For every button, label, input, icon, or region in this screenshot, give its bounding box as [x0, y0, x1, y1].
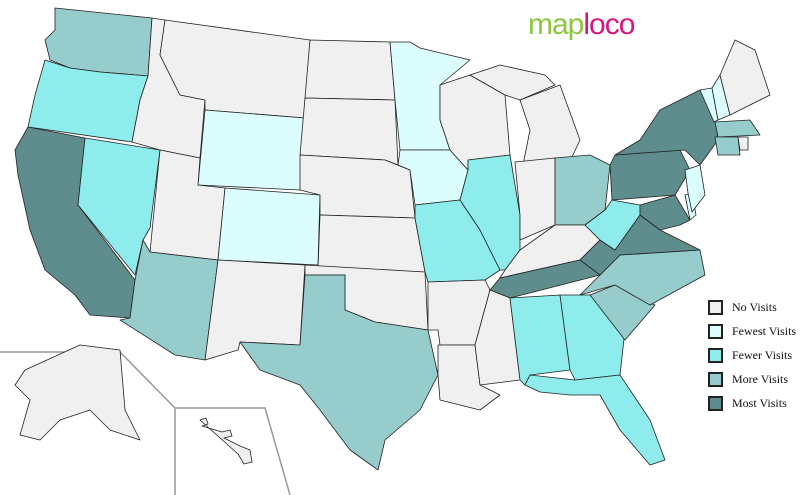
state-az[interactable] [119, 239, 219, 361]
legend-item-fewest: Fewest Visits [708, 319, 796, 343]
state-ma[interactable] [714, 119, 761, 138]
state-ak[interactable] [14, 344, 141, 441]
state-ks[interactable] [317, 214, 426, 273]
state-wy[interactable] [197, 109, 306, 191]
legend: No Visits Fewest Visits Fewer Visits More V… [708, 295, 796, 415]
state-nd[interactable] [304, 39, 396, 101]
legend-item-none: No Visits [708, 295, 796, 319]
state-hi[interactable] [199, 417, 253, 465]
state-md[interactable] [639, 194, 691, 231]
legend-swatch [708, 347, 723, 363]
hawaii-inset-border [175, 407, 291, 495]
legend-swatch [708, 323, 723, 339]
legend-label: Fewer Visits [732, 347, 793, 362]
legend-label: No Visits [732, 299, 777, 314]
legend-label: More Visits [732, 371, 789, 386]
state-mi[interactable] [469, 64, 556, 101]
state-fl[interactable] [524, 374, 666, 466]
legend-swatch [708, 371, 723, 387]
legend-swatch [708, 395, 723, 411]
state-nj[interactable] [684, 164, 706, 213]
legend-item-more: More Visits [708, 367, 796, 391]
legend-item-most: Most Visits [708, 391, 796, 415]
legend-item-fewer: Fewer Visits [708, 343, 796, 367]
state-il[interactable] [459, 154, 521, 271]
state-sd[interactable] [299, 97, 399, 166]
state-ri[interactable] [737, 136, 749, 151]
state-in[interactable] [514, 157, 556, 241]
state-co[interactable] [217, 187, 321, 266]
legend-label: Most Visits [732, 395, 787, 410]
state-tx[interactable] [239, 274, 439, 471]
state-ct[interactable] [714, 136, 741, 156]
legend-label: Fewest Visits [732, 323, 797, 338]
alaska-inset-border [0, 351, 176, 495]
state-al[interactable] [509, 294, 571, 386]
maploco-logo: maploco [528, 8, 635, 41]
state-pa[interactable] [609, 149, 691, 201]
state-me[interactable] [719, 39, 771, 116]
legend-swatch [708, 299, 723, 315]
